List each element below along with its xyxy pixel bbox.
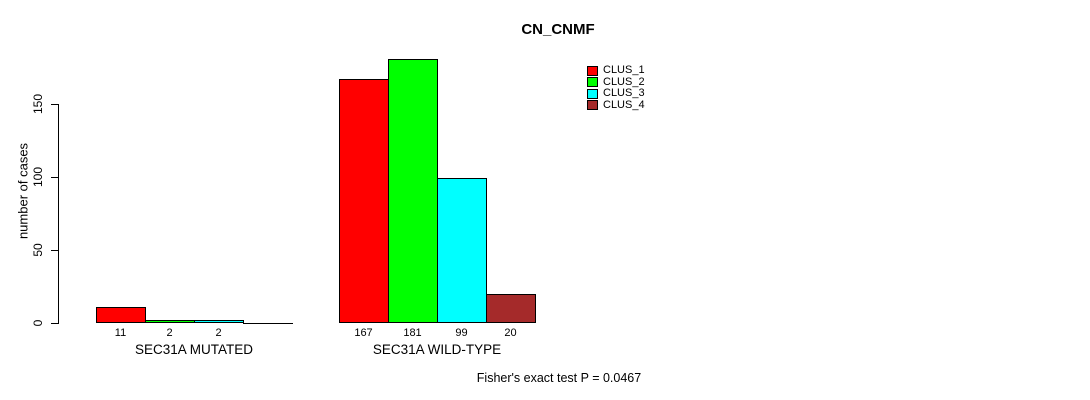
y-axis-tick — [51, 250, 58, 251]
legend-label: CLUS_1 — [603, 64, 645, 77]
bar-value-label: 2 — [166, 327, 173, 339]
bar — [486, 294, 536, 323]
bar-value-label: 167 — [354, 327, 373, 339]
y-axis-tick — [51, 323, 58, 324]
bar-value-label: 181 — [403, 327, 422, 339]
legend-item: CLUS_1 — [587, 65, 645, 77]
bar-value-label: 11 — [114, 327, 127, 339]
bar — [437, 178, 487, 323]
bar — [194, 320, 244, 323]
chart-title: CN_CNMF — [521, 21, 595, 38]
legend-swatch — [587, 100, 598, 111]
group-label: SEC31A MUTATED — [134, 342, 254, 357]
legend-label: CLUS_2 — [603, 75, 645, 88]
y-axis-label: number of cases — [15, 142, 31, 240]
legend-swatch — [587, 88, 598, 99]
y-axis-tick-label: 100 — [31, 166, 45, 188]
bar-zero — [243, 323, 293, 324]
legend: CLUS_1 CLUS_2 CLUS_3 CLUS_4 — [587, 65, 645, 111]
bar-value-label: 20 — [504, 327, 517, 339]
bar — [339, 79, 389, 323]
bar-value-label: 99 — [455, 327, 468, 339]
legend-item: CLUS_2 — [587, 75, 645, 89]
legend-item: CLUS_4 — [587, 98, 645, 112]
y-axis-line — [58, 104, 59, 324]
legend-label: CLUS_3 — [603, 87, 645, 100]
y-axis-tick-label: 150 — [31, 93, 45, 115]
legend-swatch — [587, 65, 598, 76]
group-label: SEC31A WILD-TYPE — [372, 342, 502, 357]
legend-item: CLUS_3 — [587, 88, 645, 100]
y-axis-tick-label: 0 — [31, 319, 45, 327]
bar — [388, 59, 438, 323]
fisher-test-note: Fisher's exact test P = 0.0467 — [476, 371, 642, 385]
bar — [145, 320, 195, 323]
y-axis-tick — [51, 177, 58, 178]
legend-swatch — [587, 77, 598, 88]
bar — [96, 307, 146, 323]
y-axis-tick — [51, 104, 58, 105]
legend-label: CLUS_4 — [603, 98, 645, 111]
y-axis-tick-label: 50 — [31, 243, 45, 257]
bar-value-label: 2 — [215, 327, 222, 339]
